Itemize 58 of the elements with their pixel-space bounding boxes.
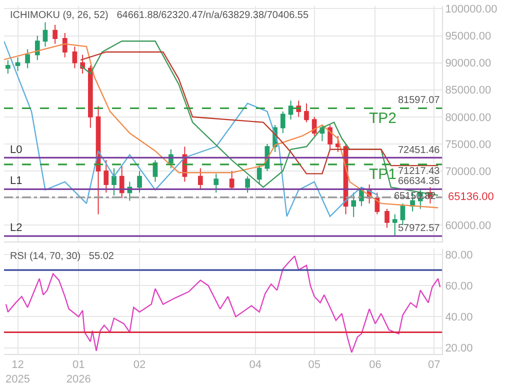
candlestick [62, 32, 68, 58]
y-tick-label: 90000.00 [445, 58, 492, 70]
candlestick [392, 214, 398, 236]
candlestick [229, 170, 234, 190]
candlestick [256, 165, 262, 186]
ref-line-label: 57972.57 [398, 223, 440, 234]
x-tick-label: 12 2025 [6, 359, 30, 386]
x-tick-label: 02 [133, 359, 146, 372]
y-tick-label: 20.00 [445, 342, 473, 355]
candlestick [328, 124, 332, 150]
y-tick-label: 80.00 [445, 249, 473, 262]
x-tick-label: 01 2026 [66, 359, 91, 386]
candlestick [119, 165, 124, 199]
candlestick [280, 110, 286, 134]
candlestick [34, 35, 40, 61]
chart-title: ICHIMOKU (9, 26, 52) 64661.88/62320.47/n/a/63829.38/70406.55 [10, 10, 309, 21]
candlestick [6, 60, 10, 74]
x-tick-label: 04 [249, 359, 262, 372]
ref-line-label: 71217.43 [398, 166, 440, 177]
x-tick-label: 06 [369, 359, 382, 372]
candlestick [351, 192, 356, 218]
ref-line-label: 65136.00 [448, 191, 494, 203]
candlestick [88, 65, 93, 128]
candlestick [245, 176, 250, 194]
ref-line-label: 81597.07 [398, 95, 440, 106]
x-tick-label: 07 [428, 359, 440, 372]
candlestick [214, 173, 219, 194]
candlestick [104, 160, 109, 194]
annotation: L2 [10, 222, 22, 234]
annotation: L0 [10, 144, 22, 156]
candlestick [15, 56, 20, 72]
candlestick [384, 208, 390, 228]
candlestick [52, 24, 58, 44]
chart-title: RSI (14, 70, 30) 55.02 [10, 251, 114, 262]
candlestick [288, 100, 294, 120]
candlestick [42, 22, 48, 48]
y-tick-label: 40.00 [445, 312, 473, 324]
y-tick-label: 60.00 [445, 280, 473, 292]
y-tick-label: 85000.00 [445, 84, 492, 97]
ref-line-label: 72451.46 [398, 145, 440, 156]
candlestick [304, 102, 309, 123]
y-tick-label: 60000.00 [445, 220, 492, 232]
candlestick [72, 46, 78, 69]
annotation: TP2 [369, 110, 397, 127]
y-tick-label: 70000.00 [445, 166, 492, 178]
candlestick [25, 48, 30, 69]
y-tick-label: 100000.00 [445, 4, 498, 16]
y-tick-label: 95000.00 [445, 30, 492, 43]
x-tick-label: 05 [308, 359, 320, 372]
candlestick [112, 168, 116, 196]
y-tick-label: 75000.00 [445, 138, 492, 151]
y-tick-label: 80000.00 [445, 112, 492, 124]
candlestick [400, 202, 406, 226]
candlestick [137, 170, 142, 194]
ref-line-label: 66634.35 [398, 176, 440, 187]
candlestick [198, 168, 203, 190]
line-series [4, 43, 439, 208]
annotation: L1 [10, 175, 22, 187]
